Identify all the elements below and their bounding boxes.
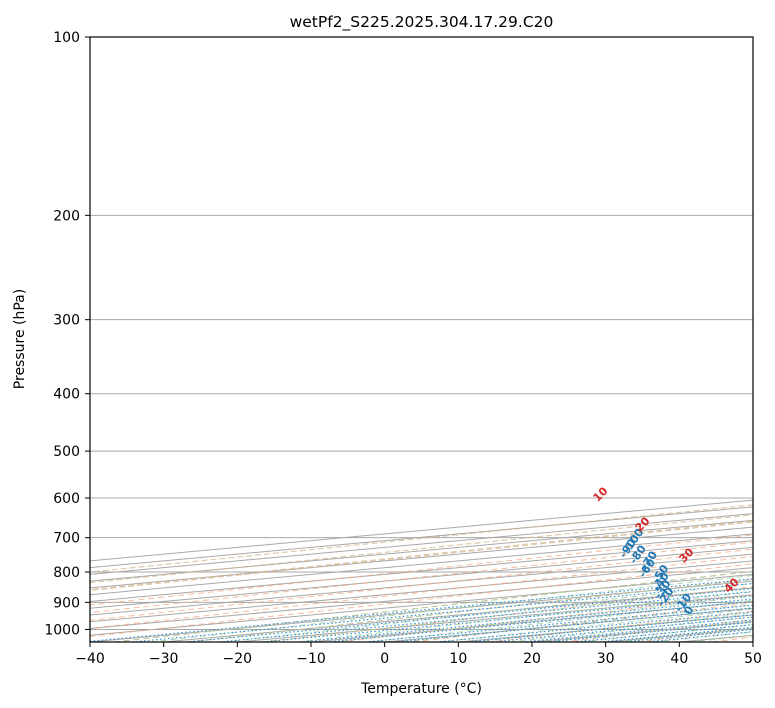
y-tick-label: 500 [53, 444, 80, 460]
mixing-ratio-line [299, 598, 753, 642]
isotherm-line [90, 540, 753, 602]
y-tick-label: 200 [53, 208, 80, 224]
y-tick-label: 700 [53, 531, 80, 547]
x-tick-label: 50 [744, 651, 762, 667]
x-tick-label: 40 [670, 651, 688, 667]
moist-adiabat-line [150, 574, 753, 642]
isotherm-line [90, 499, 753, 562]
plot-frame [89, 36, 754, 643]
x-axis-label: Temperature (°C) [360, 681, 482, 697]
moist-adiabat-line [296, 591, 753, 642]
reference-adiabat-line [90, 504, 753, 573]
y-tick-label: 100 [53, 30, 80, 46]
isotherm-line [90, 506, 753, 569]
x-tick-label: −20 [223, 651, 253, 667]
isotherm-line [90, 533, 753, 596]
isotherm-line [90, 526, 753, 589]
y-tick-label: 1000 [44, 622, 80, 638]
y-tick-label: 400 [53, 387, 80, 403]
chart-title: wetPf2_S225.2025.304.17.29.C20 [290, 13, 554, 32]
moist-adiabat-line [223, 582, 753, 642]
isotherm-line [90, 519, 753, 582]
mixing-ratio-line [326, 600, 753, 642]
y-tick-label: 300 [53, 313, 80, 329]
isotherm-line [90, 513, 753, 575]
y-tick-label: 900 [53, 595, 80, 611]
x-tick-label: 20 [523, 651, 541, 667]
y-axis-label: Pressure (hPa) [12, 289, 28, 389]
y-tick-label: 800 [53, 565, 80, 581]
moist-adiabat-line [113, 571, 753, 642]
reference-adiabat-line [90, 514, 753, 584]
reference-adiabat-line [90, 520, 753, 592]
moist-adiabat-line [187, 578, 753, 642]
x-tick-label: 0 [380, 651, 389, 667]
x-tick-label: −40 [75, 651, 105, 667]
x-tick-label: 10 [449, 651, 467, 667]
x-tick-label: −30 [149, 651, 179, 667]
x-tick-label: 30 [597, 651, 615, 667]
y-tick-label: 600 [53, 491, 80, 507]
mixing-ratio-line [262, 595, 753, 642]
mixing-ratio-line [218, 590, 753, 642]
x-tick-label: −10 [296, 651, 326, 667]
moist-adiabat-line [260, 587, 753, 642]
